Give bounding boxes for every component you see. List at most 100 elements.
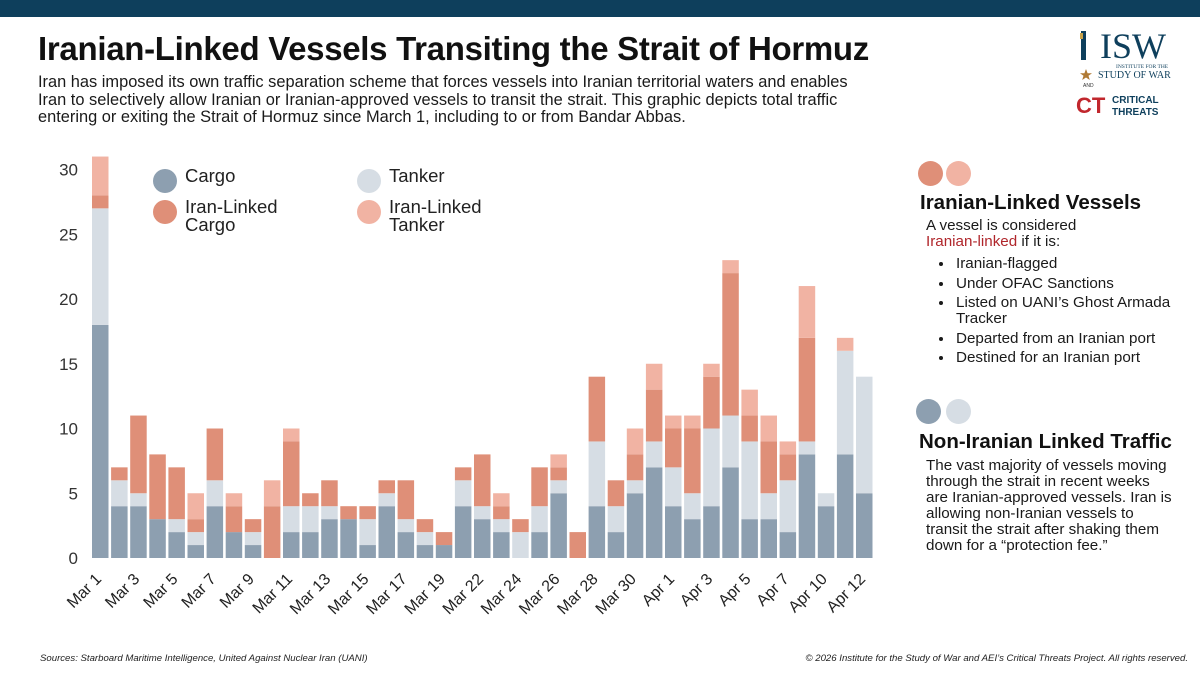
x-tick-label: Mar 15: [325, 571, 372, 618]
iran-cargo-segment: [588, 376, 606, 442]
cargo-segment: [187, 545, 204, 558]
x-tick-label: Apr 1: [639, 571, 678, 610]
cargo-segment: [626, 493, 644, 558]
cargo-segment: [92, 324, 109, 558]
x-tick-label: Apr 5: [715, 571, 754, 610]
tanker-segment: [665, 467, 682, 507]
x-tick-label: Apr 3: [677, 571, 716, 610]
logo-ct-sub1: CRITICAL: [1112, 95, 1159, 106]
x-tick-label: Apr 12: [824, 571, 869, 616]
legend-iran-tanker-label: Iran-Linked Tanker: [389, 196, 482, 235]
intro-red-text: Iranian-linked: [926, 233, 1018, 250]
x-tick-label: Mar 30: [593, 571, 640, 618]
x-tick-label: Mar 26: [516, 571, 563, 618]
tanker-segment: [416, 532, 434, 546]
y-tick-label: 25: [59, 225, 78, 244]
cargo-segment: [435, 545, 453, 558]
cargo-segment: [836, 454, 854, 558]
x-tick-label: Mar 13: [287, 571, 334, 618]
logo-isw-text: ISW: [1100, 28, 1166, 66]
legend-iran-cargo: Iran-Linked Cargo: [153, 196, 305, 235]
criteria-item: Departed from an Iranian port: [954, 330, 1189, 347]
y-tick-label: 5: [69, 484, 78, 503]
y-tick-label: 20: [59, 290, 78, 309]
x-tick-label: Mar 19: [402, 571, 449, 618]
logo-ct-text: CT: [1076, 93, 1106, 118]
iran-cargo-segment: [645, 389, 663, 442]
tanker-segment: [397, 519, 415, 533]
iran-cargo-segment: [798, 337, 816, 442]
tanker-segment: [512, 532, 529, 558]
x-tick-label: Mar 28: [554, 571, 601, 618]
iran-tanker-segment: [836, 337, 854, 351]
tanker-segment: [856, 376, 873, 494]
tanker-segment: [798, 441, 816, 455]
cargo-segment: [111, 506, 128, 558]
tanker-segment: [283, 506, 300, 533]
iran-tanker-segment: [703, 363, 720, 377]
tanker-segment: [817, 493, 835, 507]
cargo-segment: [168, 532, 185, 558]
tanker-segment: [626, 480, 644, 494]
x-tick-label: Mar 22: [440, 571, 487, 618]
iran-cargo-segment: [665, 428, 682, 468]
legend-iran-cargo-label: Iran-Linked Cargo: [185, 196, 278, 235]
criteria-item: Iranian-flagged: [954, 256, 1189, 272]
tanker-segment: [111, 480, 128, 507]
cargo-segment: [474, 519, 491, 558]
criteria-item: Under OFAC Sanctions: [954, 275, 1189, 292]
cargo-segment: [283, 532, 300, 558]
iran-tanker-segment: [645, 363, 663, 390]
x-tick-label: Mar 7: [179, 571, 220, 612]
cargo-segment: [359, 545, 376, 558]
tanker-segment: [493, 519, 510, 533]
iran-tanker-segment: [665, 415, 682, 429]
non-iranian-body: The vast majority of vessels moving thro…: [926, 457, 1172, 554]
iran-cargo-segment: [340, 506, 357, 520]
intro-end-text: if it is:: [1017, 233, 1061, 250]
x-tick-label: Mar 5: [141, 571, 182, 612]
iran-cargo-segment: [474, 454, 491, 507]
iran-cargo-segment: [416, 519, 434, 533]
cargo-segment: [416, 545, 434, 558]
tanker-segment: [684, 493, 701, 520]
legend-cargo-label: Cargo: [185, 165, 236, 186]
iran-cargo-segment: [225, 506, 243, 533]
legend-cargo: Cargo: [153, 165, 305, 193]
cargo-segment: [378, 506, 395, 558]
cargo-segment: [321, 519, 338, 558]
cargo-segment: [856, 493, 873, 558]
iran-cargo-segment: [168, 467, 185, 520]
tanker-segment: [703, 428, 720, 507]
cargo-segment: [760, 519, 777, 558]
iran-tanker-segment: [779, 441, 797, 455]
iran-cargo-segment: [493, 506, 510, 520]
tanker-segment: [588, 441, 606, 507]
iran-cargo-segment: [703, 376, 720, 429]
cargo-segment: [149, 519, 166, 558]
tanker-segment: [302, 506, 319, 533]
tanker-segment: [779, 480, 797, 533]
cargo-segment: [665, 506, 682, 558]
tanker-segment: [454, 480, 472, 507]
cargo-dot: [916, 399, 941, 424]
cargo-segment: [397, 532, 415, 558]
y-tick-label: 10: [59, 420, 78, 439]
iran-cargo-segment: [378, 480, 395, 494]
iran-cargo-segment: [397, 480, 415, 520]
non-iranian-heading: Non-Iranian Linked Traffic: [919, 430, 1172, 453]
x-tick-label: Mar 3: [102, 571, 143, 612]
criteria-item: Destined for an Iranian port: [954, 350, 1189, 366]
iran-tanker-segment: [798, 286, 816, 338]
iran-tanker-segment: [283, 428, 300, 442]
cargo-segment: [550, 493, 567, 558]
legend-iran-tanker-swatch: [357, 200, 381, 224]
tanker-segment: [168, 519, 185, 533]
legend-iran-cargo-swatch: [153, 200, 177, 224]
iran-cargo-segment: [321, 480, 338, 507]
tanker-segment: [645, 441, 663, 468]
cargo-segment: [493, 532, 510, 558]
star-icon: [1080, 69, 1092, 80]
tanker-segment: [607, 506, 625, 533]
